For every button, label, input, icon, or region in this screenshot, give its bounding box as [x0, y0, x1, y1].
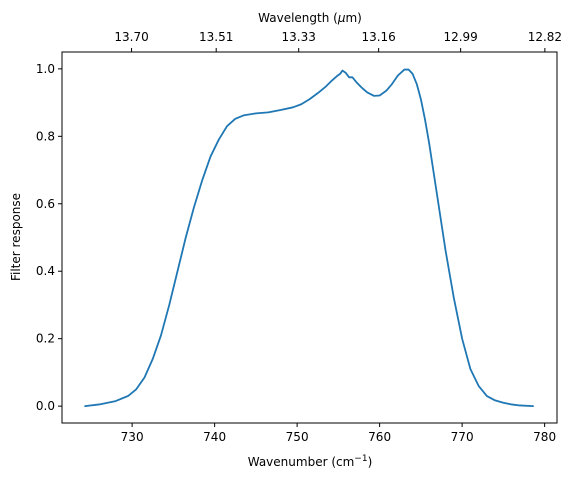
x-tick-label: 730	[121, 430, 144, 444]
top-x-tick-label: 13.33	[282, 30, 316, 44]
plot-frame	[61, 51, 558, 424]
bottom-x-axis: 730 740 750 760 770 780	[121, 423, 556, 444]
top-axis-title: Wavelength (μm)	[258, 11, 362, 25]
top-axis-title-main: Wavelength (	[258, 11, 338, 25]
plot-area	[84, 68, 534, 408]
top-x-tick-label: 12.99	[443, 30, 477, 44]
top-x-tick-label: 13.70	[114, 30, 148, 44]
top-axis-title-mu: μ	[337, 11, 346, 25]
y-tick-label: 0.4	[36, 264, 55, 278]
x-axis-title: Wavenumber (cm−1)	[248, 454, 373, 469]
top-x-tick-label: 13.16	[361, 30, 395, 44]
top-x-axis: 13.70 13.51 13.33 13.16 12.99 12.82	[114, 30, 562, 52]
top-x-tick-label: 13.51	[199, 30, 233, 44]
y-tick-label: 0.6	[36, 197, 55, 211]
y-tick-label: 0.2	[36, 332, 55, 346]
x-tick-label: 770	[451, 430, 474, 444]
left-y-axis: 0.0 0.2 0.4 0.6 0.8 1.0	[36, 62, 62, 413]
top-x-tick-label: 12.82	[528, 30, 562, 44]
x-tick-label: 760	[368, 430, 391, 444]
y-tick-label: 1.0	[36, 62, 55, 76]
filter-response-line	[84, 68, 534, 408]
y-tick-label: 0.8	[36, 129, 55, 143]
y-tick-label: 0.0	[36, 399, 55, 413]
x-axis-title-main: Wavenumber (cm	[248, 455, 355, 469]
y-axis-title: Filter response	[9, 193, 23, 281]
x-axis-title-suffix: )	[368, 455, 373, 469]
x-axis-title-superscript: −1	[354, 454, 367, 464]
x-tick-label: 740	[203, 430, 226, 444]
top-axis-title-suffix: m)	[345, 11, 361, 25]
x-tick-label: 780	[533, 430, 556, 444]
x-tick-label: 750	[286, 430, 309, 444]
